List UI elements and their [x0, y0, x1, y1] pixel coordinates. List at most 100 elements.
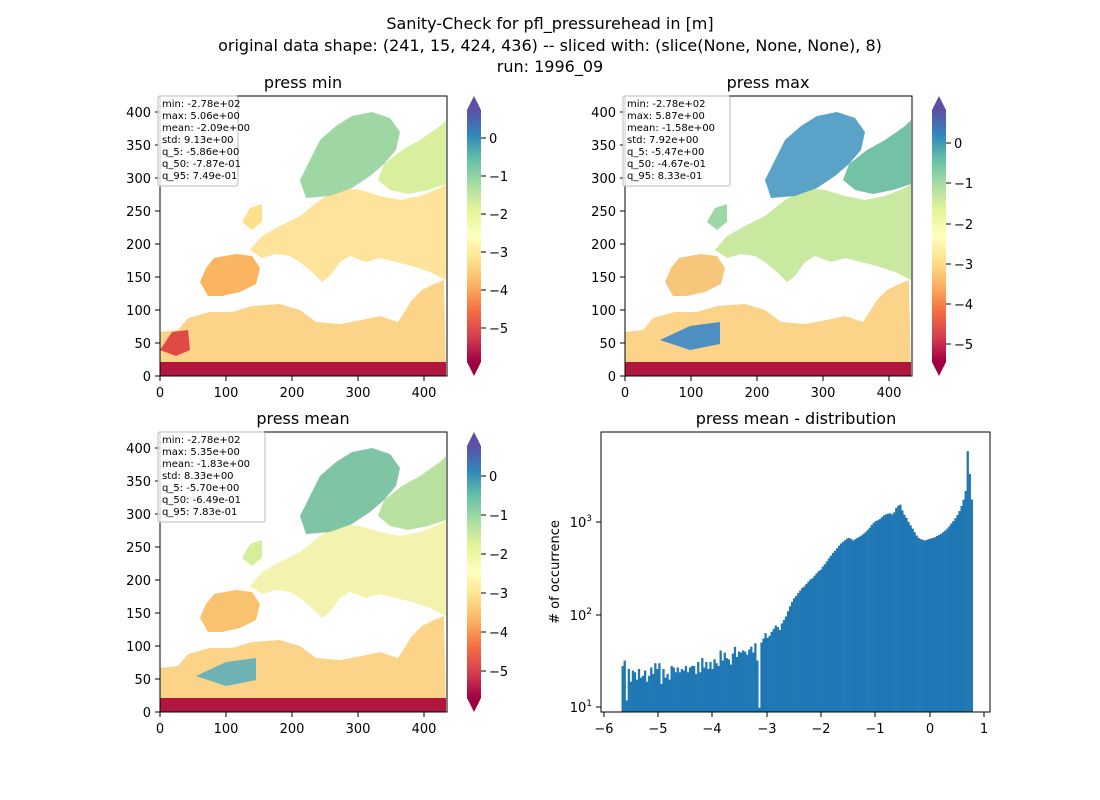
histogram-bar — [629, 681, 632, 712]
histogram-bar — [893, 512, 896, 712]
histogram-bar — [737, 651, 741, 712]
histogram-bar — [735, 656, 739, 712]
colorbar-tick-label: 0 — [489, 132, 497, 147]
histogram-bar — [721, 660, 724, 712]
histogram-bar — [641, 675, 645, 712]
histogram-bar — [729, 664, 733, 712]
histogram-bar — [770, 631, 773, 712]
histogram-bar — [744, 651, 747, 712]
histogram-bar — [686, 672, 690, 712]
histogram-bar — [699, 672, 702, 712]
colorbar: 0 −1 −2 −3 −4 −5 — [467, 96, 508, 376]
histogram-bar — [648, 675, 651, 712]
europe-map — [160, 112, 446, 376]
y-tick-label: 300 — [126, 172, 151, 187]
british-isles — [242, 540, 262, 566]
histogram-bars — [621, 451, 973, 712]
histogram-bar — [878, 519, 882, 712]
histogram-bar — [935, 536, 939, 712]
stats-line: std: 8.33e+00 — [162, 471, 234, 482]
stats-line: q_50: -4.67e-01 — [627, 159, 706, 170]
colorbar: 0 −1 −2 −3 −4 −5 — [932, 96, 973, 376]
histogram-bar — [958, 511, 961, 712]
y-tick-label: 50 — [599, 337, 616, 352]
colorbar-tick-label: −3 — [489, 246, 508, 261]
colorbar-tick-label: −1 — [954, 177, 973, 192]
x-tick-label: 300 — [811, 386, 836, 401]
histogram-bar — [733, 646, 737, 712]
y-tick-label: 350 — [126, 475, 151, 490]
histogram-bar — [782, 620, 786, 712]
histogram-bar — [846, 538, 849, 712]
stats-line: q_5: -5.70e+00 — [162, 483, 239, 494]
stats-line: q_50: -7.87e-01 — [162, 159, 241, 170]
histogram-bar — [825, 561, 828, 712]
histogram-bar — [772, 628, 775, 712]
y-axis: 0 50 100 150 200 250 300 350 400 — [591, 106, 625, 385]
histogram-bar — [811, 578, 814, 712]
histogram-bar — [788, 606, 792, 712]
histogram-bar — [682, 670, 686, 712]
northeast — [378, 456, 446, 530]
northeast — [378, 120, 446, 194]
histogram-bar — [684, 665, 688, 712]
histogram-bar — [631, 670, 635, 712]
histogram-bar — [905, 517, 908, 712]
histogram-bar — [701, 658, 704, 712]
stats-line: std: 9.13e+00 — [162, 135, 234, 146]
histogram-bar — [917, 537, 920, 712]
y-tick-label: 300 — [126, 508, 151, 523]
west-africa — [160, 330, 190, 356]
colorbar-tick-label: −4 — [489, 284, 508, 299]
histogram-bar — [948, 526, 951, 712]
central-europe — [250, 184, 446, 282]
histogram-bar — [946, 528, 949, 712]
histogram-bar — [850, 539, 853, 712]
panel-title: press min — [264, 73, 342, 92]
x-tick-label: 0 — [621, 386, 629, 401]
histogram-bar — [656, 669, 659, 712]
colorbar-gradient — [467, 446, 481, 698]
colorbar-tick-label: −4 — [489, 626, 508, 641]
histogram-bar — [809, 579, 812, 712]
histogram-bar — [793, 598, 796, 712]
histogram-bar — [899, 504, 902, 712]
y-tick-label: 100 — [591, 304, 616, 319]
iberia — [665, 254, 725, 296]
stats-box: min: -2.78e+02 max: 5.35e+00 mean: -1.83… — [157, 431, 266, 523]
y-tick-label: 150 — [126, 271, 151, 286]
colorbar-tick-label: −1 — [489, 170, 508, 185]
histogram-bar — [705, 661, 708, 712]
y-tick-label: 400 — [126, 106, 151, 121]
histogram-bar — [903, 514, 906, 712]
title-line-2: original data shape: (241, 15, 424, 436)… — [218, 36, 882, 55]
histogram-bar — [784, 616, 788, 712]
x-tick-label: −5 — [648, 722, 667, 737]
histogram-bar — [786, 611, 790, 712]
histogram-bar — [870, 524, 873, 712]
histogram-bar — [723, 652, 726, 712]
africa-region — [160, 280, 446, 376]
axes-frame — [159, 431, 448, 713]
histogram-bar — [670, 665, 673, 712]
south-edge — [160, 698, 446, 712]
y-tick-label: 100 — [126, 304, 151, 319]
histogram-bar — [633, 672, 637, 712]
histogram-bar — [815, 573, 818, 712]
histogram-bar — [635, 679, 639, 712]
histogram-bar — [927, 539, 931, 712]
histogram-bar — [897, 505, 900, 712]
histogram-bar — [923, 540, 926, 712]
histogram-bar — [725, 658, 728, 712]
histogram-bar — [623, 660, 626, 712]
british-isles — [707, 204, 727, 230]
histogram-bar — [950, 523, 953, 712]
histogram-bar — [625, 700, 628, 712]
colorbar-tick-label: −2 — [489, 208, 508, 223]
histogram-bar — [707, 669, 710, 712]
histogram-bar — [697, 661, 700, 712]
x-axis: 0 100 200 300 400 — [156, 376, 436, 401]
histogram-bar — [866, 530, 869, 712]
histogram-bar — [662, 669, 665, 712]
